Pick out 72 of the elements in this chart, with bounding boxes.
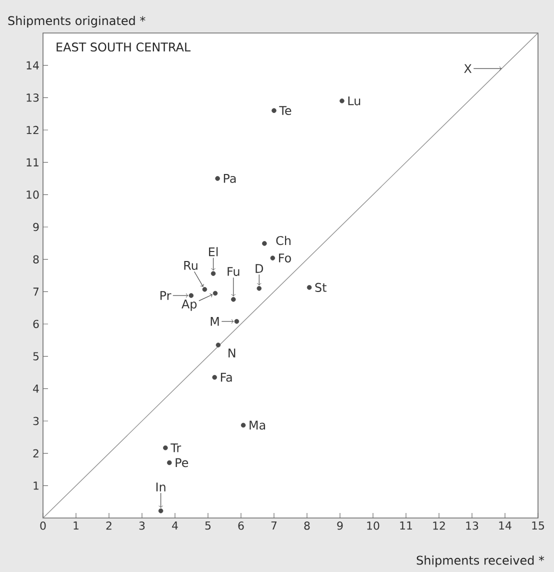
point [270, 256, 276, 260]
point [212, 374, 217, 380]
y-tick-label: 7 [33, 288, 39, 296]
point [256, 286, 262, 291]
x-tick-label: 14 [499, 522, 512, 530]
point [240, 422, 246, 428]
point [212, 290, 218, 296]
y-tick-label: 2 [33, 449, 38, 458]
annotation: Ch [276, 236, 290, 246]
x-tick-label: 13 [466, 522, 478, 530]
x-tick-label: 0 [40, 522, 46, 530]
text: EAST SOUTH CENTRAL [56, 42, 191, 52]
y-tick-label: 12 [26, 126, 38, 134]
annotation: Lu [348, 96, 360, 106]
x-axis-title: Shipments received * [416, 556, 544, 568]
x-tick-label: 2 [106, 522, 112, 530]
annotation: El [209, 247, 218, 256]
point [306, 285, 312, 290]
annotation: Fa [220, 372, 232, 382]
annotation: Pa [224, 174, 236, 183]
y-tick-label: 13 [26, 94, 39, 102]
y-tick-label: 14 [26, 61, 39, 70]
x-tick-label: 9 [337, 522, 343, 530]
annotation: Pe [176, 458, 188, 468]
y-tick-label: 9 [33, 222, 39, 232]
x-tick-label: 6 [238, 522, 244, 530]
annotation: Pr [160, 291, 172, 300]
annotation: Ap [182, 300, 197, 311]
annotation: N [228, 348, 236, 358]
x-tick-label: 12 [433, 522, 445, 530]
annotation: Fo [279, 254, 291, 262]
x-tick-label: 1 [74, 522, 78, 530]
y-tick-label: 4 [33, 384, 39, 393]
y-tick-label: 10 [26, 190, 39, 199]
point [340, 98, 344, 104]
y-tick-label: 8 [33, 255, 39, 264]
point [231, 297, 236, 302]
annotation: Te [279, 106, 292, 116]
x-tick-label: 4 [172, 522, 178, 530]
y-tick-label: 3 [33, 416, 39, 426]
point [272, 108, 276, 113]
point [158, 508, 164, 514]
point [163, 445, 168, 450]
annotation: Ru [184, 261, 198, 270]
x-tick-label: 5 [205, 522, 211, 530]
point [215, 176, 220, 181]
annotation: D [256, 264, 264, 273]
y-tick-label: 1 [34, 482, 38, 490]
point [202, 287, 208, 292]
x-tick-label: 11 [400, 522, 412, 530]
annotation: Tr [170, 443, 182, 452]
point [234, 319, 240, 324]
point [262, 241, 267, 246]
x-tick-label: 3 [139, 522, 145, 530]
annotation: In [156, 482, 166, 492]
x-tick-label: 15 [532, 522, 544, 530]
point [188, 293, 194, 298]
annotation: Ma [250, 420, 266, 430]
annotation: Fu [228, 267, 240, 276]
y-axis-title: Shipments originated * [8, 16, 146, 28]
y-tick-label: 5 [33, 352, 39, 360]
point [167, 460, 172, 466]
y-tick-label: 6 [33, 320, 39, 328]
x-tick-label: 8 [304, 522, 310, 530]
annotation: M [210, 317, 219, 326]
x-tick-label: 10 [367, 522, 380, 530]
point [210, 271, 216, 276]
point [216, 342, 221, 348]
annotation: X [464, 64, 472, 73]
annotation: St [315, 282, 326, 292]
y-tick-label: 11 [26, 158, 38, 166]
x-tick-label: 7 [271, 522, 277, 530]
